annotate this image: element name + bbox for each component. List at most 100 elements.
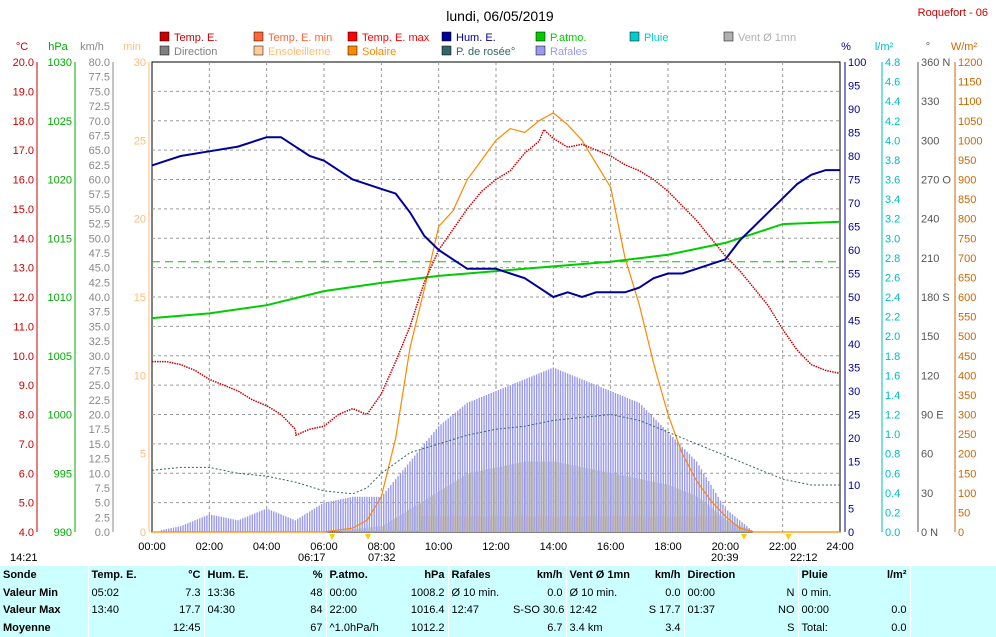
summary-cell <box>683 619 756 637</box>
pressure-tick-label: 990 <box>54 527 72 539</box>
solar-tick-label: 0 <box>958 527 964 539</box>
solar-tick-label: 450 <box>958 351 976 363</box>
summary-cell: S-SO 30.6 <box>513 604 565 617</box>
legend-label: Ensoleilleme <box>268 46 330 58</box>
direction-tick-label: 30 <box>921 488 933 500</box>
x-tick-label: 24:00 <box>826 541 854 553</box>
x-tick-label: 14:00 <box>540 541 568 553</box>
wind-tick-label: 17.5 <box>89 424 110 436</box>
summary-cell: 0.0 <box>665 586 681 599</box>
wind-tick-label: 47.5 <box>89 248 110 260</box>
solar-tick-label: 700 <box>958 253 976 265</box>
summary-cell: ^1.0hPa/h <box>325 619 396 637</box>
axis-unit-label: hPa <box>48 41 68 53</box>
wind-tick-label: 10.0 <box>89 468 110 480</box>
legend-swatch <box>535 45 546 56</box>
x-tick-label: 06:00 <box>310 541 338 553</box>
wind-tick-label: 2.5 <box>95 512 110 524</box>
wind-tick-label: 15.0 <box>89 439 110 451</box>
summary-cell <box>87 619 146 637</box>
series-line <box>151 220 841 320</box>
legend-label: Hum. E. <box>456 32 496 44</box>
wind-tick-label: 5.0 <box>95 498 110 510</box>
axis-unit-label: km/h <box>80 41 104 53</box>
rain-tick-label: 0.4 <box>885 488 900 500</box>
legend-label: Vent Ø 1mn <box>738 32 796 44</box>
summary-cell: 0 min. <box>797 583 860 602</box>
solar-tick-label: 800 <box>958 214 976 226</box>
wind-tick-label: 22.5 <box>89 395 110 407</box>
summary-header: P.atmo. <box>325 566 396 584</box>
wind-tick-label: 12.5 <box>89 454 110 466</box>
summary-filler <box>909 619 996 637</box>
pressure-tick-label: 1005 <box>48 351 72 363</box>
sunset2-label: 22:12 <box>790 552 818 564</box>
temp-tick-label: 17.0 <box>13 145 34 157</box>
summary-cell: 00:00 <box>683 583 756 602</box>
lines-layer <box>151 112 841 533</box>
wind-tick-label: 45.0 <box>89 263 110 275</box>
axis-unit-label: °C <box>16 41 28 53</box>
rain-tick-label: 3.8 <box>885 155 900 167</box>
wind-tick-label: 30.0 <box>89 351 110 363</box>
summary-cell: NO <box>778 604 795 617</box>
direction-tick-label: 180 S <box>921 292 950 304</box>
x-tick-label: 00:00 <box>138 541 166 553</box>
legend-label: P. de rosée° <box>456 46 515 58</box>
wind-tick-label: 65.0 <box>89 145 110 157</box>
humidity-tick-label: 50 <box>848 292 860 304</box>
legend-label: P.atmo. <box>550 32 587 44</box>
weather-chart: 00:00 02:00 04:00 06:00 08:00 10:00 12:00 14:00… <box>10 7 988 564</box>
humidity-tick-label: 40 <box>848 339 860 351</box>
sunshine-tick-label: 30 <box>134 57 146 69</box>
summary-table: Sonde Temp. E. °C Hum. E. % P.atmo. hPa … <box>0 566 996 637</box>
summary-cell: 3.4 <box>665 622 681 635</box>
pressure-tick-label: 1020 <box>48 175 72 187</box>
summary-cell: 48 <box>310 586 323 599</box>
wind-tick-label: 50.0 <box>89 233 110 245</box>
bars-layer <box>160 367 753 532</box>
sunshine-tick-label: 5 <box>140 449 146 461</box>
legend-label: Temp. E. max <box>362 32 430 44</box>
summary-cell: Ø 10 min. <box>447 583 510 602</box>
rain-tick-label: 4.0 <box>885 135 900 147</box>
humidity-tick-label: 45 <box>848 316 860 328</box>
legend-swatch <box>535 31 546 42</box>
rain-tick-label: 0.8 <box>885 449 900 461</box>
solar-tick-label: 250 <box>958 429 976 441</box>
summary-cell: 1008.2 <box>410 586 445 599</box>
summary-cell: 13:40 <box>87 601 146 620</box>
sun-time-marker <box>329 534 336 540</box>
time-marker-left: 14:21 <box>10 552 38 564</box>
axes-layer: 00:00 02:00 04:00 06:00 08:00 10:00 12:00 14:00… <box>13 41 983 553</box>
rain-tick-label: 4.2 <box>885 116 900 128</box>
humidity-tick-label: 80 <box>848 151 860 163</box>
summary-cell: 1016.4 <box>410 604 445 617</box>
temp-tick-label: 14.0 <box>13 233 34 245</box>
temp-tick-label: 10.0 <box>13 351 34 363</box>
summary-cell: 13:36 <box>203 583 268 602</box>
legend-swatch <box>253 45 264 56</box>
summary-header-row: Sonde Temp. E. °C Hum. E. % P.atmo. hPa … <box>0 566 996 584</box>
summary-row-max: Valeur Max 13:40 17.7 04:30 84 22:00 101… <box>0 601 996 620</box>
temp-tick-label: 18.0 <box>13 116 34 128</box>
summary-cell: 12:47 <box>447 601 510 620</box>
solar-tick-label: 1050 <box>958 116 982 128</box>
pressure-tick-label: 1015 <box>48 233 72 245</box>
summary-cell: 84 <box>310 604 323 617</box>
summary-cell: 00:00 <box>797 601 860 620</box>
sunshine-tick-label: 15 <box>134 292 146 304</box>
summary-cell: 12:45 <box>172 622 201 635</box>
humidity-tick-label: 0 <box>848 527 854 539</box>
summary-cell: S 17.7 <box>648 604 681 617</box>
summary-filler <box>909 601 996 620</box>
wind-tick-label: 60.0 <box>89 175 110 187</box>
rain-tick-label: 3.2 <box>885 214 900 226</box>
summary-header <box>756 566 798 584</box>
legend-swatch <box>441 31 452 42</box>
temp-tick-label: 12.0 <box>13 292 34 304</box>
summary-header: Vent Ø 1mn <box>565 566 630 584</box>
x-tick-label: 12:00 <box>482 541 510 553</box>
summary-cell: Valeur Max <box>3 604 61 617</box>
summary-cell <box>203 619 268 637</box>
